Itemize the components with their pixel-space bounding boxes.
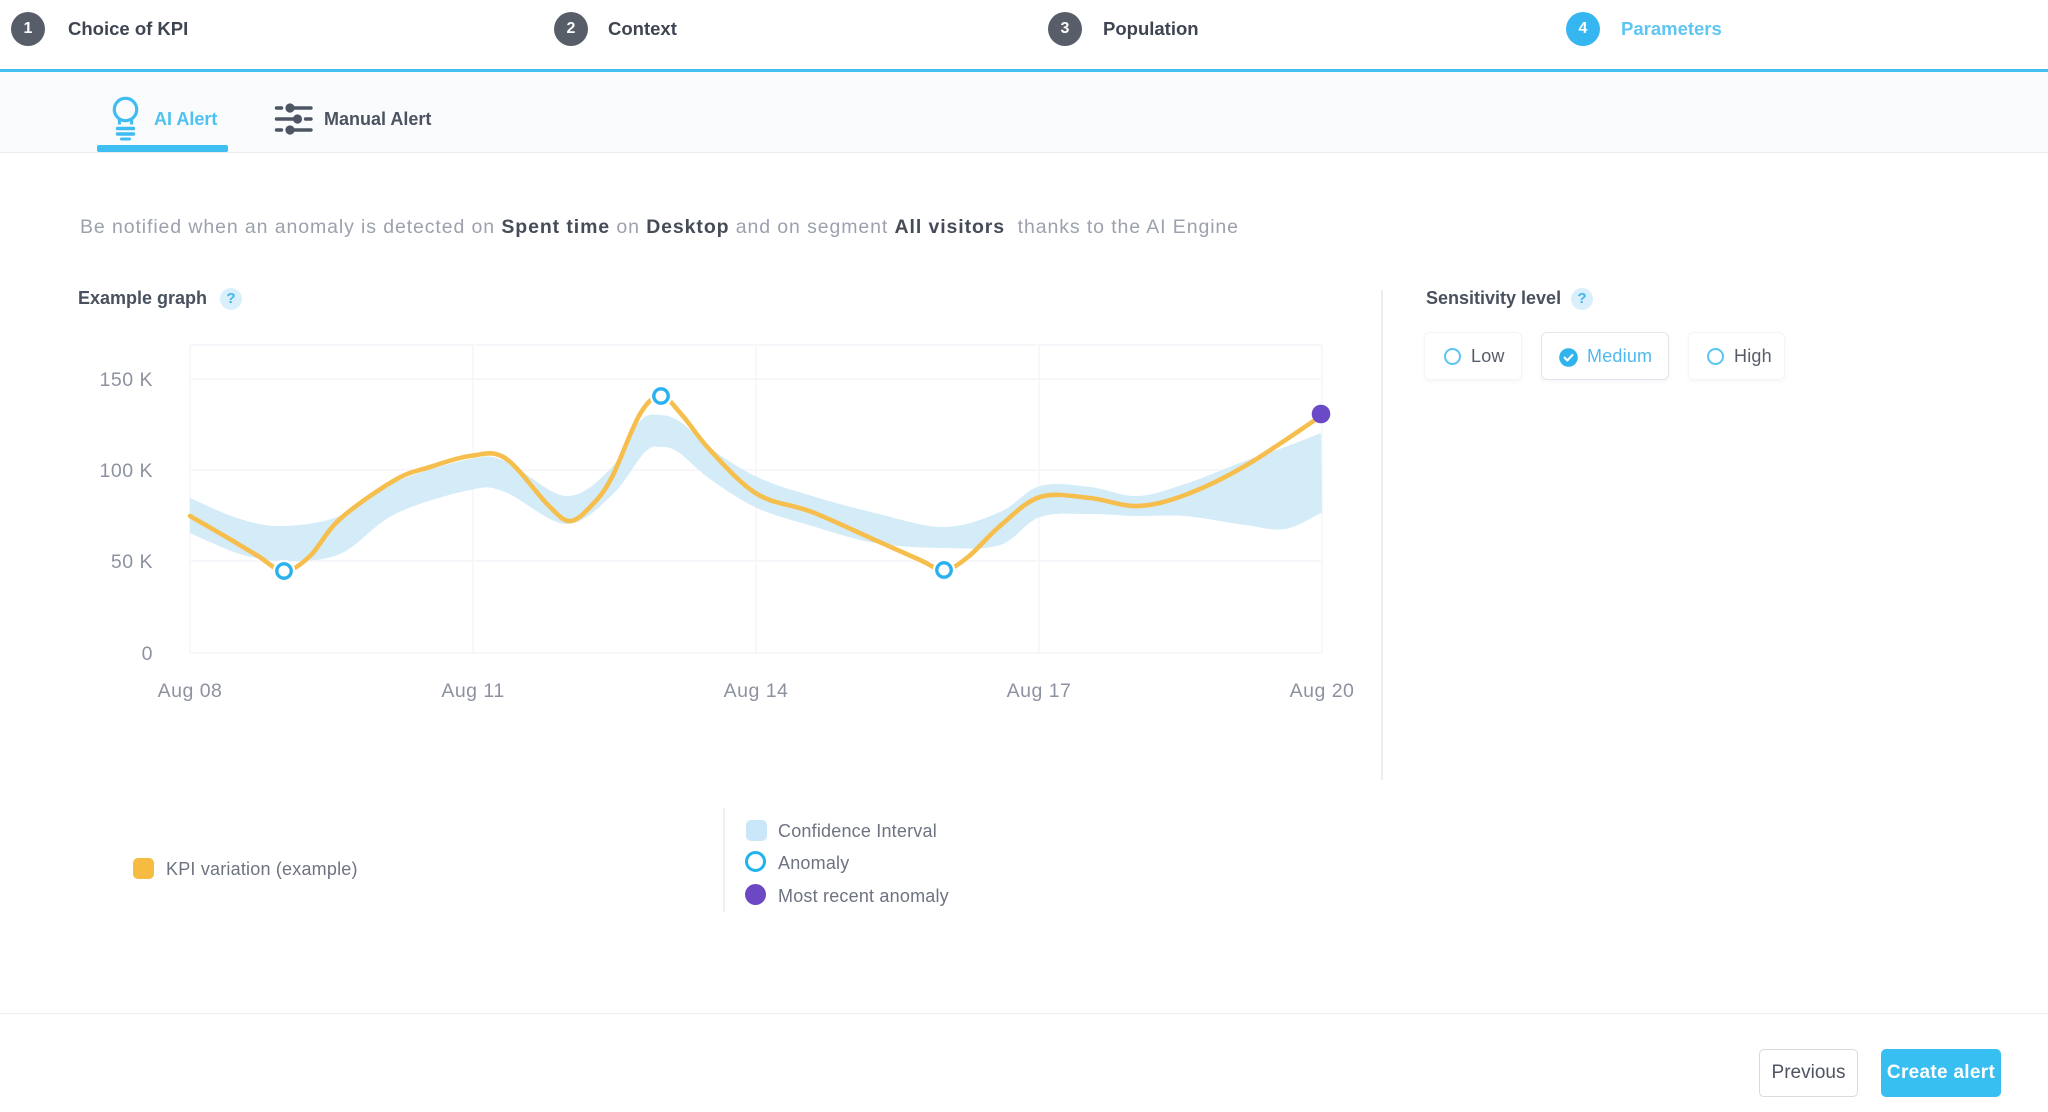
svg-text:100 K: 100 K (100, 460, 153, 482)
svg-text:50 K: 50 K (111, 551, 153, 573)
svg-text:Aug 20: Aug 20 (1290, 680, 1355, 702)
svg-text:Aug 08: Aug 08 (158, 680, 223, 702)
svg-text:Aug 11: Aug 11 (441, 680, 504, 702)
svg-text:0: 0 (142, 643, 153, 665)
svg-text:Aug 17: Aug 17 (1007, 680, 1072, 702)
svg-text:150 K: 150 K (100, 369, 153, 391)
svg-text:Aug 14: Aug 14 (724, 680, 789, 702)
